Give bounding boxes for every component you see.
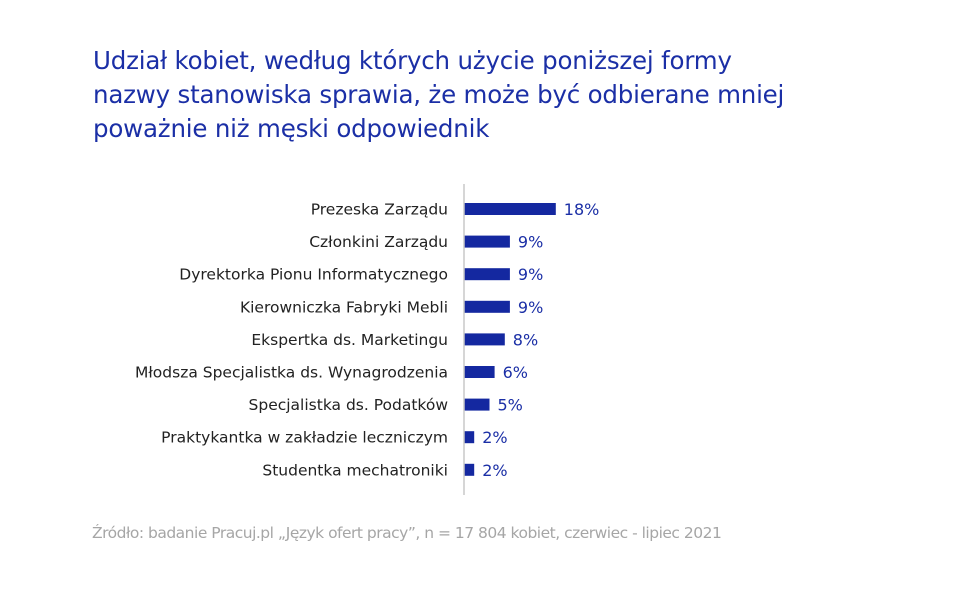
chart-title-line: Udział kobiet, według których użycie pon…	[93, 46, 732, 75]
data-label: 9%	[518, 265, 543, 284]
chart-title-line: nazwy stanowiska sprawia, że może być od…	[93, 80, 785, 109]
data-label: 18%	[564, 200, 600, 219]
data-label: 2%	[482, 461, 507, 480]
data-label: 6%	[503, 363, 528, 382]
source-note: Źródło: badanie Pracuj.pl „Język ofert p…	[92, 524, 722, 542]
bar	[464, 268, 510, 281]
bar	[464, 300, 510, 313]
category-label: Kierowniczka Fabryki Mebli	[240, 298, 448, 316]
category-label: Praktykantka w zakładzie leczniczym	[161, 429, 448, 447]
category-label: Młodsza Specjalistka ds. Wynagrodzenia	[135, 364, 448, 382]
bar	[464, 235, 510, 248]
bar	[464, 398, 490, 411]
bar	[464, 463, 475, 476]
data-label: 9%	[518, 233, 543, 252]
category-label: Prezeska Zarządu	[311, 201, 448, 219]
category-label: Dyrektorka Pionu Informatycznego	[179, 266, 448, 284]
bar	[464, 366, 495, 378]
chart-title-line: poważnie niż męski odpowiednik	[93, 114, 490, 143]
category-label: Studentka mechatroniki	[262, 461, 448, 479]
category-label: Członkini Zarządu	[309, 233, 448, 251]
bar	[464, 203, 556, 215]
category-label: Ekspertka ds. Marketingu	[251, 331, 448, 349]
chart-title: Udział kobiet, według których użycie pon…	[93, 44, 893, 146]
data-label: 2%	[482, 428, 507, 447]
data-label: 8%	[513, 330, 538, 349]
bar	[464, 333, 505, 346]
data-label: 9%	[518, 298, 543, 317]
category-label: Specjalistka ds. Podatków	[249, 396, 449, 414]
bar	[464, 431, 475, 444]
data-label: 5%	[498, 396, 523, 415]
